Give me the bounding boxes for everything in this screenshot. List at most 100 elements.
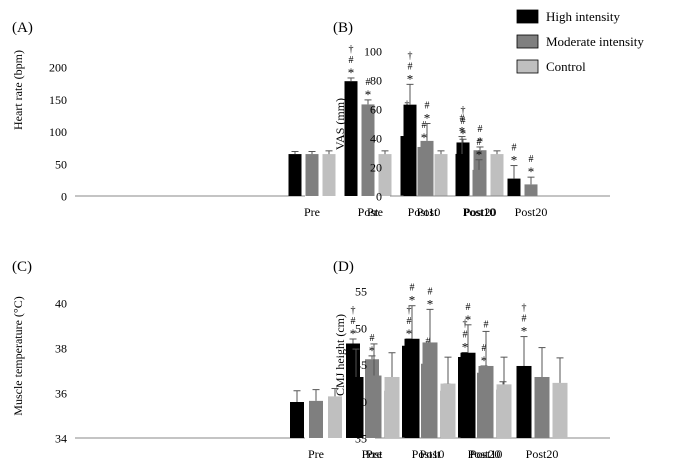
bar <box>305 154 319 196</box>
significance-mark: * <box>409 293 416 308</box>
x-tick-label: Pre <box>367 205 383 219</box>
significance-mark: † <box>408 50 413 61</box>
legend-swatch <box>516 59 539 74</box>
x-tick-label: Post20 <box>515 205 548 219</box>
bar <box>290 402 304 438</box>
x-tick-label: Post10 <box>463 205 496 219</box>
significance-mark: # <box>408 61 413 72</box>
significance-mark: # <box>482 343 487 354</box>
y-tick-label: 150 <box>49 93 67 107</box>
significance-mark: * <box>465 312 472 327</box>
bar <box>524 184 538 196</box>
significance-mark: # <box>529 154 534 165</box>
significance-mark: # <box>484 319 489 330</box>
y-tick-label: 100 <box>49 125 67 139</box>
bar <box>322 154 336 196</box>
y-tick-label: 200 <box>49 61 67 75</box>
significance-mark: * <box>407 71 414 86</box>
y-tick-label: 100 <box>364 45 382 59</box>
y-tick-label: 50 <box>55 157 67 171</box>
significance-mark: # <box>426 336 431 347</box>
bar <box>490 154 504 196</box>
x-tick-label: Post10 <box>408 205 441 219</box>
legend-label: Moderate intensity <box>546 34 644 49</box>
y-tick-label: 45 <box>355 358 367 372</box>
significance-mark: # <box>478 124 483 135</box>
legend-swatch <box>516 9 539 24</box>
y-tick-label: 40 <box>55 297 67 311</box>
x-tick-label: Pre <box>366 447 382 461</box>
y-axis-label: Heart rate (bpm) <box>11 50 25 130</box>
y-tick-label: 50 <box>355 321 367 335</box>
significance-mark: * <box>350 326 357 341</box>
bar <box>496 384 512 438</box>
significance-mark: # <box>463 330 468 341</box>
bar <box>328 396 342 438</box>
y-tick-label: 0 <box>376 190 382 204</box>
y-tick-label: 20 <box>370 161 382 175</box>
bar <box>420 140 434 196</box>
panel-label: (B) <box>333 20 353 36</box>
significance-mark: * <box>459 124 466 139</box>
significance-mark: # <box>461 116 466 127</box>
panel-label: (A) <box>12 20 33 36</box>
significance-mark: # <box>477 137 482 148</box>
x-tick-label: Post10 <box>412 447 445 461</box>
significance-mark: # <box>522 314 527 325</box>
bar <box>366 375 382 438</box>
x-tick-label: Pre <box>304 205 320 219</box>
bar <box>516 365 532 438</box>
significance-mark: # <box>512 143 517 154</box>
significance-mark: * <box>421 130 428 145</box>
bar <box>460 352 476 438</box>
significance-mark: * <box>460 126 467 141</box>
significance-mark: * <box>424 111 431 126</box>
x-tick-label: Post20 <box>464 205 497 219</box>
significance-mark: * <box>427 296 434 311</box>
bar <box>434 154 448 196</box>
significance-mark: # <box>349 55 354 66</box>
x-tick-label: Post <box>362 447 383 461</box>
x-tick-label: Post20 <box>526 447 559 461</box>
significance-mark: † <box>407 305 412 316</box>
significance-mark: # <box>351 316 356 327</box>
significance-mark: † <box>349 44 354 55</box>
significance-mark: † <box>522 303 527 314</box>
significance-mark: * <box>369 343 376 358</box>
significance-mark: # <box>425 101 430 112</box>
legend-label: High intensity <box>546 9 621 24</box>
bar <box>403 104 417 196</box>
bar <box>344 81 358 196</box>
y-tick-label: 38 <box>55 342 67 356</box>
significance-mark: * <box>406 326 413 341</box>
significance-mark: # <box>422 120 427 131</box>
legend-item: Control <box>516 59 586 74</box>
bar <box>440 383 456 438</box>
significance-mark: * <box>528 164 535 179</box>
bar <box>534 376 550 438</box>
legend-swatch <box>516 34 539 49</box>
panel-label: (D) <box>333 259 354 275</box>
significance-mark: # <box>410 283 415 294</box>
bar <box>378 154 392 196</box>
x-tick-label: Post <box>417 205 438 219</box>
significance-mark: * <box>365 87 372 102</box>
significance-mark: # <box>407 316 412 327</box>
bar <box>348 376 364 438</box>
y-tick-label: 34 <box>55 432 67 446</box>
significance-mark: # <box>428 286 433 297</box>
significance-mark: † <box>463 319 468 330</box>
y-tick-label: 80 <box>370 74 382 88</box>
significance-mark: # <box>366 77 371 88</box>
y-tick-label: 40 <box>370 132 382 146</box>
y-tick-label: 60 <box>370 103 382 117</box>
significance-mark: # <box>460 114 465 125</box>
legend-label: Control <box>546 59 586 74</box>
y-axis-label: CMJ height (cm) <box>333 314 347 396</box>
y-tick-label: 55 <box>355 285 367 299</box>
bar <box>384 376 400 438</box>
legend: High intensity Moderate intensity Contro… <box>516 9 644 74</box>
y-axis-label: Muscle temperature (°C) <box>11 296 25 415</box>
